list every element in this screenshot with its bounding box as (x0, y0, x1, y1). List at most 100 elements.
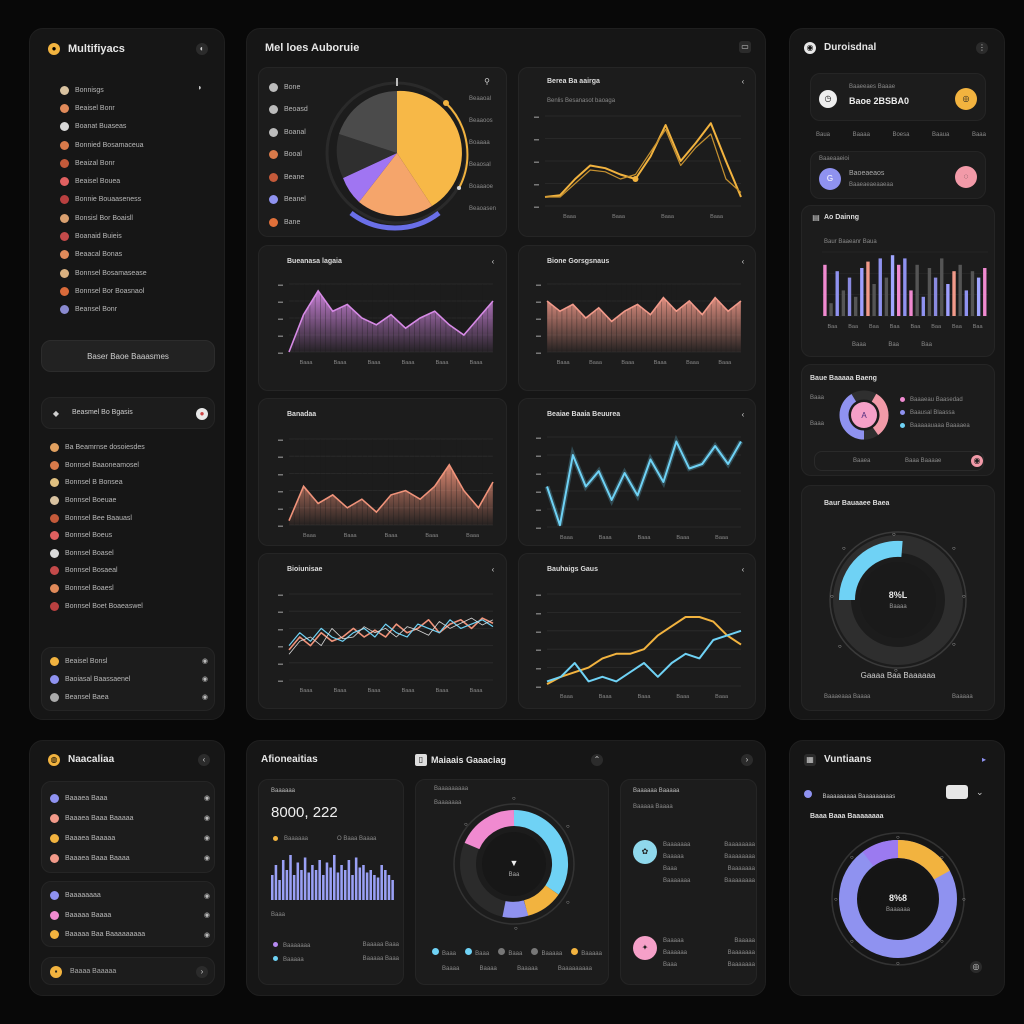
nav-item[interactable]: Beaizal Bonr (60, 154, 210, 172)
pie-legend-item[interactable]: Boanal (269, 121, 329, 144)
pie-legend-item[interactable]: Bone (269, 76, 329, 99)
expand-icon[interactable]: ‹ (741, 77, 745, 86)
bottom-left-footer[interactable]: ▪ Baaaa Baaaaa › (41, 957, 215, 985)
x-tick-label: Baaa (612, 214, 626, 220)
nav-item[interactable]: Boanaid Buieis (60, 227, 210, 245)
pie-legend-item[interactable]: Beanel (269, 189, 329, 212)
sub-item[interactable]: Bonnsel Boaesl (50, 580, 210, 598)
pie-legend-item[interactable]: Beoasd (269, 99, 329, 122)
series-line (546, 440, 742, 527)
nav-item[interactable]: Boanat Buaseas (60, 118, 210, 136)
info-row: Baaaaa Baaaaa (663, 938, 755, 950)
bl2-item-arrow-icon[interactable]: ◉ (203, 892, 210, 900)
stat-legend-row: Baaaaaaa Baaaaa Baaa (273, 938, 399, 952)
multi-line-menu-icon[interactable]: ‹ (491, 565, 495, 574)
bottom-left-menu-icon[interactable]: ‹ (198, 754, 210, 766)
pie-side-label: Beaoasen (469, 206, 497, 212)
bl1-item-arrow-icon[interactable]: ◉ (203, 835, 210, 842)
bottom-right-play-icon[interactable]: ▸ (981, 755, 986, 764)
bl2-item-arrow-icon[interactable]: ◉ (203, 912, 210, 920)
nav-item[interactable]: Beaacal Bonas (60, 246, 210, 264)
doc-icon: ▯ (415, 754, 427, 766)
bottom-left-footer-arrow[interactable]: › (196, 966, 208, 978)
sub-item[interactable]: Ba Beamrnse dosoiesdes (50, 439, 210, 457)
nav-item[interactable]: Beaisel Bouea (60, 172, 210, 190)
svg-text:○: ○ (952, 546, 956, 552)
toggle-icon[interactable]: ◑ (196, 83, 202, 92)
footer-item[interactable]: Beansel Baea ◉ (50, 688, 208, 706)
settings-icon[interactable]: ◐ (196, 43, 208, 55)
nav-item[interactable]: Bonnisgs (60, 81, 210, 99)
bl2-item-arrow-icon[interactable]: ◉ (203, 931, 210, 939)
big-donut-center: Baa (509, 872, 520, 878)
pie-legend-item-label: Beanel (284, 196, 306, 204)
pie-legend-item[interactable]: Bane (269, 211, 329, 234)
window-icon[interactable]: ▭ (739, 41, 751, 53)
bl2-item[interactable]: Baaaaa Baa Baaaaaaaaa ◉ (50, 925, 210, 945)
line-card-3-menu-icon[interactable]: ‹ (741, 565, 745, 574)
main-action-button[interactable]: Baser Baoe Baaasmes (41, 340, 215, 372)
footer-item-arrow-icon[interactable]: ◉ (201, 658, 208, 665)
bottom-right-settings-icon[interactable]: ◎ (970, 961, 982, 973)
nav-item[interactable]: Bonnie Bouaaseness (60, 191, 210, 209)
sub-item[interactable]: Bonnsel Baaoneamosel (50, 457, 210, 475)
donut-section-chevron[interactable]: ⌃ (591, 754, 603, 766)
pink-badge-icon[interactable]: ◌ (955, 166, 977, 188)
nav-item-icon (60, 122, 69, 132)
more-icon[interactable]: ⋮ (976, 42, 988, 54)
nav-item[interactable]: Bonsisl Bor Boaisll (60, 209, 210, 227)
pie-legend-item[interactable]: Beane (269, 166, 329, 189)
sub-item[interactable]: Bonnsel Boeus (50, 527, 210, 545)
bl2-item[interactable]: Baaaaaaaa ◉ (50, 886, 210, 906)
pie-legend-item-icon (269, 195, 278, 205)
bl1-item[interactable]: Baaaea Baaa Baaaa ◉ (50, 848, 210, 868)
sub-item[interactable]: Bonnsel Boeuae (50, 492, 210, 510)
sub-item[interactable]: Bonnsel B Bonsea (50, 474, 210, 492)
x-tick-label: Baaa (368, 360, 382, 366)
x-tick-label: Baaa (599, 694, 613, 700)
bar-card: ▤ Ao Dainng Baur Baaeanr Baua Baa Baa Baa B… (801, 205, 995, 357)
bl1-item[interactable]: Baaaea Baaa Baaaaa ◉ (50, 808, 210, 828)
bottom-right-select[interactable]: Baaaaaaaaa Baaaaaaaaas ⌄ (804, 785, 992, 803)
bottom-center-next-icon[interactable]: › (741, 754, 753, 766)
footer-item[interactable]: Baoiasal Baassaenel ◉ (50, 670, 208, 688)
nav-item[interactable]: Bonnsel Bor Boasnaol (60, 282, 210, 300)
sub-item[interactable]: Bonnsel Bee Baauasl (50, 509, 210, 527)
bl1-item[interactable]: Baaaea Baaa ◉ (50, 788, 210, 808)
big-donut-legend-2-item: Baaaaa (517, 966, 538, 972)
nav-item[interactable]: Bonnsel Bosamasease (60, 264, 210, 282)
pin-icon[interactable]: ⚲ (484, 77, 490, 86)
bar-legend-label: Baa (888, 342, 899, 348)
pie-legend-item[interactable]: Booal (269, 144, 329, 167)
sub-item[interactable]: Bonnsel Boet Boaeaswel (50, 597, 210, 615)
area-card-2-menu-icon[interactable]: ‹ (741, 257, 745, 266)
sub-item-icon (50, 513, 59, 523)
yellow-badge-icon[interactable]: ◎ (955, 88, 977, 110)
x-tick-label: Baaa (334, 360, 348, 366)
sub-item[interactable]: Bonnsel Bosaeal (50, 562, 210, 580)
bar (921, 296, 925, 316)
bl1-item-arrow-icon[interactable]: ◉ (203, 795, 210, 802)
nav-item[interactable]: Beaisel Bonr (60, 99, 210, 117)
area-card-1-menu-icon[interactable]: ‹ (491, 257, 495, 266)
bl2-item[interactable]: Baaaaa Baaaa ◉ (50, 906, 210, 926)
nav-item[interactable]: Beansel Bonr (60, 301, 210, 319)
gauge-card: Baur Bauaaee Baea ○ ○ ○ ○ ○ ○ ○ ○ 8%L Baaaa Ga… (801, 485, 995, 711)
nav-item-icon (60, 286, 69, 296)
donut-footer-icon[interactable]: ◉ (971, 455, 983, 467)
section-header-card[interactable]: ◆ Beasmel Bo Bgasis ● (41, 397, 215, 429)
footer-item-arrow-icon[interactable]: ◉ (201, 676, 208, 683)
stat-legend-value: Baaaaa Baaa (362, 956, 399, 962)
footer-item-arrow-icon[interactable]: ◉ (201, 694, 208, 701)
x-tick-label: Baaa (654, 360, 668, 366)
line-card-2-menu-icon[interactable]: ‹ (741, 410, 745, 419)
bl1-item-arrow-icon[interactable]: ◉ (203, 815, 210, 822)
bl1-item-label: Baaaea Baaa Baaaaa (65, 814, 134, 822)
sub-item[interactable]: Bonnsel Boasel (50, 545, 210, 563)
nav-item[interactable]: Bonnied Bosamaceua (60, 136, 210, 154)
bl1-item-arrow-icon[interactable]: ◉ (203, 855, 210, 862)
footer-item[interactable]: Beaisel Bonsl ◉ (50, 652, 208, 670)
select-chevron-icon[interactable]: ⌄ (976, 787, 984, 797)
bl1-item[interactable]: Baaaea Baaaaa ◉ (50, 828, 210, 848)
avatar-icon[interactable]: ● (196, 408, 208, 420)
